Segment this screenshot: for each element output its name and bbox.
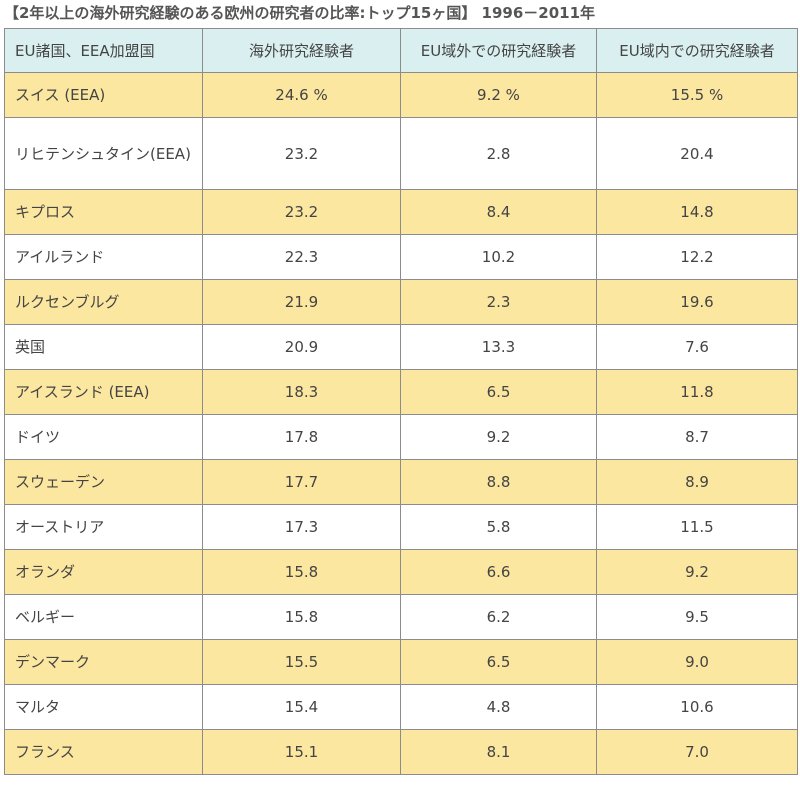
inside-eu-cell: 9.2: [596, 549, 798, 595]
total-cell: 15.1: [202, 729, 401, 775]
country-cell: デンマーク: [4, 639, 203, 685]
outside-eu-cell: 6.5: [400, 639, 597, 685]
table-row: 英国 20.9 13.3 7.6: [4, 324, 798, 370]
total-cell: 15.8: [202, 549, 401, 595]
outside-eu-cell: 8.8: [400, 459, 597, 505]
table-row: リヒテンシュタイン(EEA) 23.2 2.8 20.4: [4, 117, 798, 190]
total-cell: 24.6 %: [202, 72, 401, 118]
country-cell: ベルギー: [4, 594, 203, 640]
country-cell: マルタ: [4, 684, 203, 730]
table-row: スイス (EEA) 24.6 % 9.2 % 15.5 %: [4, 72, 798, 118]
inside-eu-cell: 12.2: [596, 234, 798, 280]
country-cell: キプロス: [4, 189, 203, 235]
table-row: デンマーク 15.5 6.5 9.0: [4, 639, 798, 685]
total-cell: 15.8: [202, 594, 401, 640]
inside-eu-cell: 19.6: [596, 279, 798, 325]
country-cell: オランダ: [4, 549, 203, 595]
outside-eu-cell: 8.4: [400, 189, 597, 235]
table-row: ドイツ 17.8 9.2 8.7: [4, 414, 798, 460]
header-total: 海外研究経験者: [202, 28, 401, 73]
header-row: EU諸国、EEA加盟国 海外研究経験者 EU域外での研究経験者 EU域内での研究…: [4, 28, 798, 73]
country-cell: ルクセンブルグ: [4, 279, 203, 325]
total-cell: 17.3: [202, 504, 401, 550]
country-cell: スウェーデン: [4, 459, 203, 505]
inside-eu-cell: 11.5: [596, 504, 798, 550]
inside-eu-cell: 7.0: [596, 729, 798, 775]
header-outside-eu: EU域外での研究経験者: [400, 28, 597, 73]
table-row: オランダ 15.8 6.6 9.2: [4, 549, 798, 595]
country-cell: フランス: [4, 729, 203, 775]
outside-eu-cell: 13.3: [400, 324, 597, 370]
country-cell: スイス (EEA): [4, 72, 203, 118]
country-cell: アイルランド: [4, 234, 203, 280]
total-cell: 23.2: [202, 117, 401, 190]
table-row: フランス 15.1 8.1 7.0: [4, 729, 798, 775]
inside-eu-cell: 9.0: [596, 639, 798, 685]
table-row: マルタ 15.4 4.8 10.6: [4, 684, 798, 730]
inside-eu-cell: 14.8: [596, 189, 798, 235]
outside-eu-cell: 9.2: [400, 414, 597, 460]
outside-eu-cell: 2.3: [400, 279, 597, 325]
inside-eu-cell: 7.6: [596, 324, 798, 370]
inside-eu-cell: 8.7: [596, 414, 798, 460]
country-cell: 英国: [4, 324, 203, 370]
table-row: ルクセンブルグ 21.9 2.3 19.6: [4, 279, 798, 325]
inside-eu-cell: 8.9: [596, 459, 798, 505]
inside-eu-cell: 20.4: [596, 117, 798, 190]
outside-eu-cell: 6.5: [400, 369, 597, 415]
table-row: ベルギー 15.8 6.2 9.5: [4, 594, 798, 640]
table-header: EU諸国、EEA加盟国 海外研究経験者 EU域外での研究経験者 EU域内での研究…: [4, 28, 798, 73]
total-cell: 21.9: [202, 279, 401, 325]
inside-eu-cell: 10.6: [596, 684, 798, 730]
total-cell: 17.7: [202, 459, 401, 505]
total-cell: 18.3: [202, 369, 401, 415]
researcher-ratio-table: EU諸国、EEA加盟国 海外研究経験者 EU域外での研究経験者 EU域内での研究…: [4, 28, 798, 775]
outside-eu-cell: 4.8: [400, 684, 597, 730]
country-cell: アイスランド (EEA): [4, 369, 203, 415]
outside-eu-cell: 6.2: [400, 594, 597, 640]
total-cell: 15.4: [202, 684, 401, 730]
total-cell: 15.5: [202, 639, 401, 685]
table-title: 【2年以上の海外研究経験のある欧州の研究者の比率:トップ15ヶ国】 1996－2…: [4, 4, 596, 22]
country-cell: リヒテンシュタイン(EEA): [4, 117, 203, 190]
country-cell: オーストリア: [4, 504, 203, 550]
outside-eu-cell: 9.2 %: [400, 72, 597, 118]
table-row: アイスランド (EEA) 18.3 6.5 11.8: [4, 369, 798, 415]
header-country: EU諸国、EEA加盟国: [4, 28, 203, 73]
outside-eu-cell: 6.6: [400, 549, 597, 595]
inside-eu-cell: 9.5: [596, 594, 798, 640]
country-cell: ドイツ: [4, 414, 203, 460]
table-row: キプロス 23.2 8.4 14.8: [4, 189, 798, 235]
outside-eu-cell: 5.8: [400, 504, 597, 550]
table-row: オーストリア 17.3 5.8 11.5: [4, 504, 798, 550]
total-cell: 20.9: [202, 324, 401, 370]
outside-eu-cell: 10.2: [400, 234, 597, 280]
inside-eu-cell: 11.8: [596, 369, 798, 415]
total-cell: 23.2: [202, 189, 401, 235]
table-row: アイルランド 22.3 10.2 12.2: [4, 234, 798, 280]
outside-eu-cell: 2.8: [400, 117, 597, 190]
header-inside-eu: EU域内での研究経験者: [596, 28, 798, 73]
total-cell: 17.8: [202, 414, 401, 460]
total-cell: 22.3: [202, 234, 401, 280]
table-row: スウェーデン 17.7 8.8 8.9: [4, 459, 798, 505]
table-body: スイス (EEA) 24.6 % 9.2 % 15.5 % リヒテンシュタイン(…: [4, 72, 798, 775]
outside-eu-cell: 8.1: [400, 729, 597, 775]
inside-eu-cell: 15.5 %: [596, 72, 798, 118]
